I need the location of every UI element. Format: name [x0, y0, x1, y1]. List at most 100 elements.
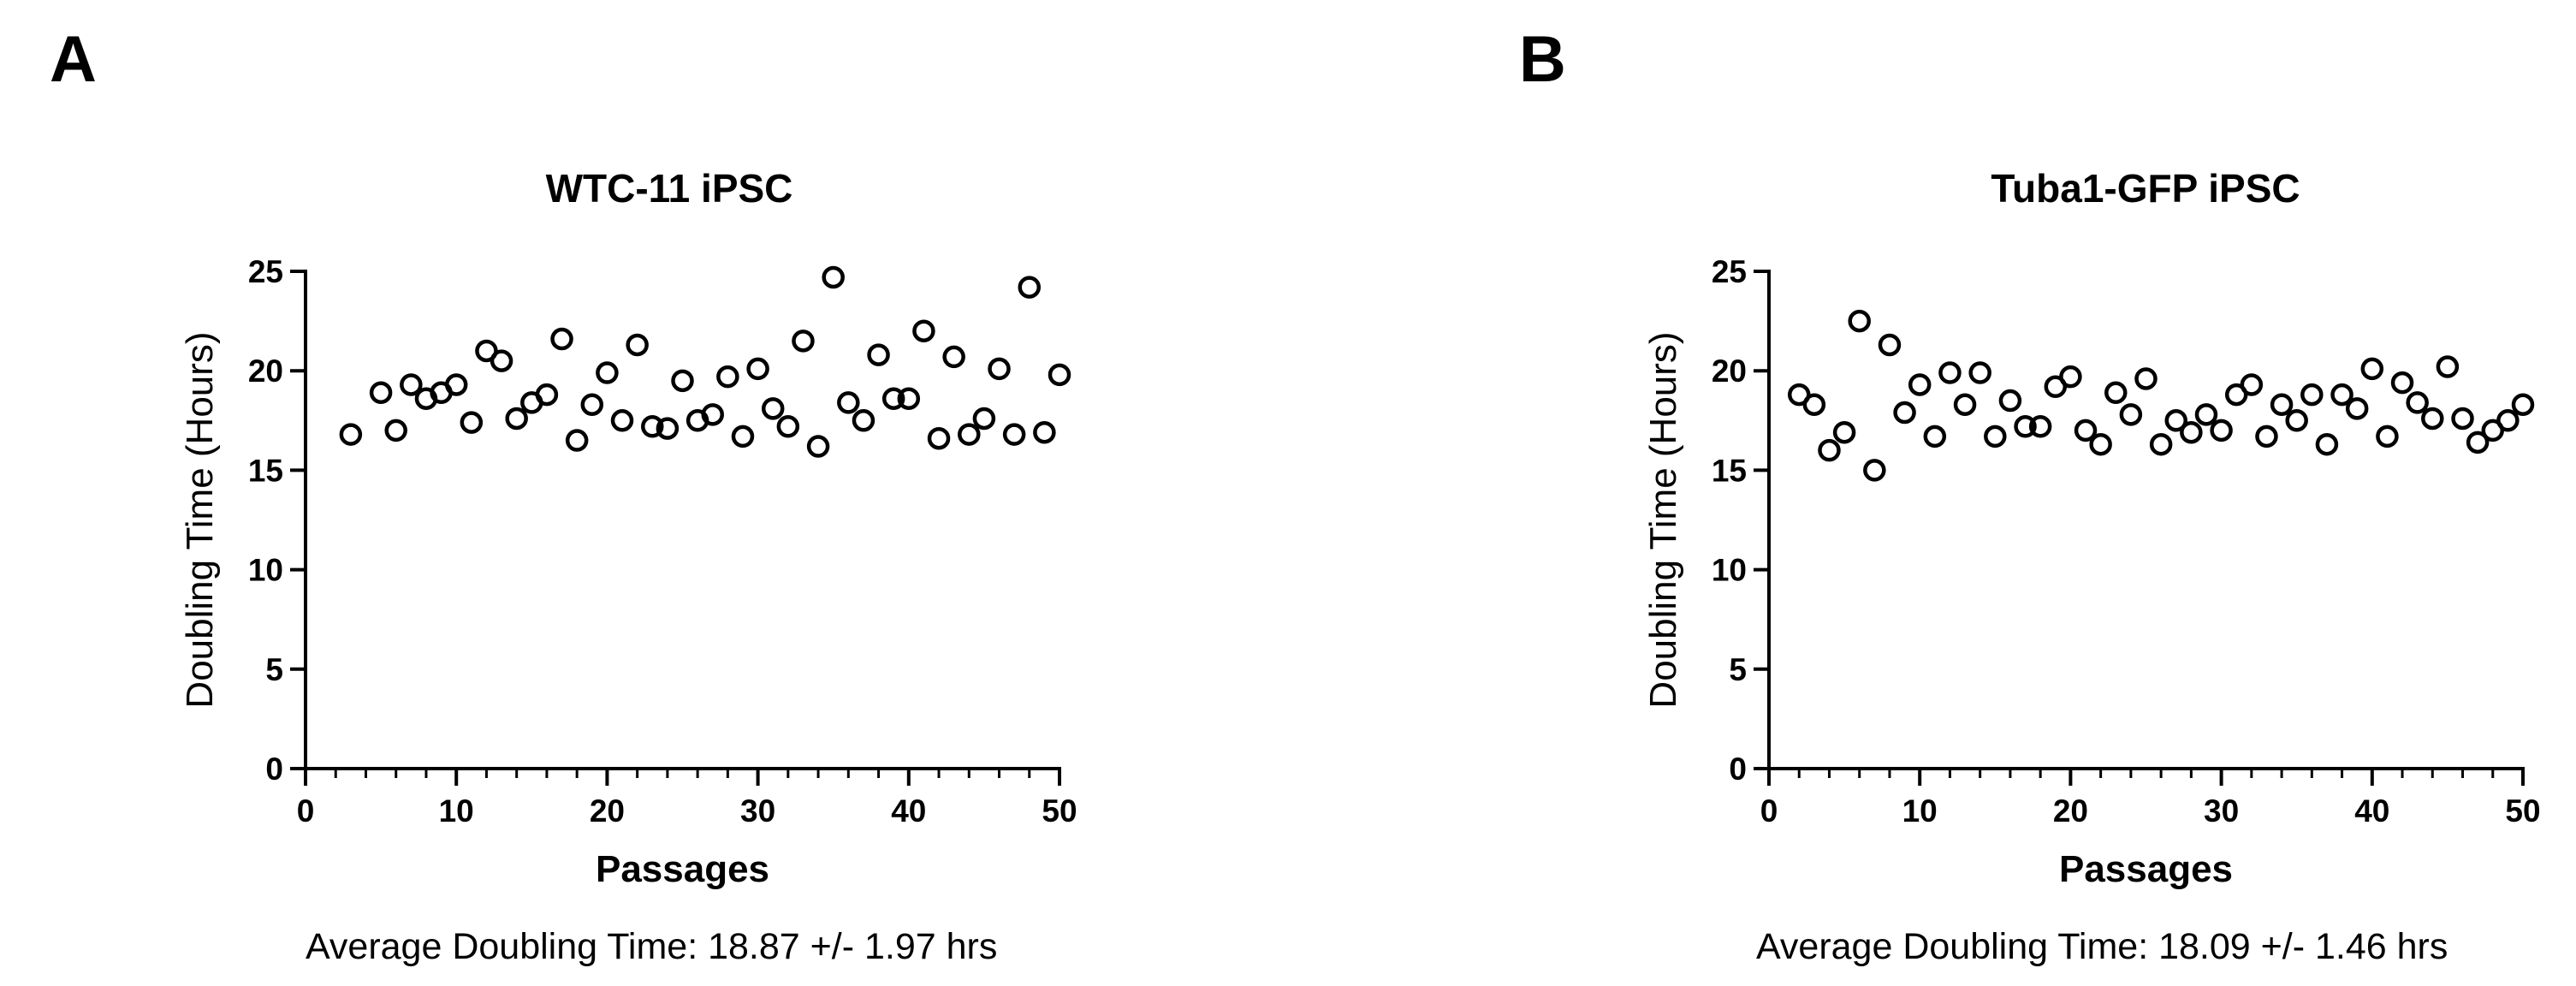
data-point [580, 393, 604, 416]
x-tick-label: 0 [297, 793, 315, 829]
data-point [1002, 423, 1026, 446]
x-tick-label: 30 [740, 793, 775, 829]
data-point [565, 429, 589, 452]
y-tick-label: 20 [1712, 353, 1747, 389]
data-point [867, 343, 890, 366]
y-tick-label: 5 [265, 652, 283, 687]
data-point [641, 415, 664, 438]
data-point [1818, 438, 1841, 462]
data-point [2059, 365, 2082, 389]
x-tick-label: 30 [2204, 793, 2239, 829]
data-point [2210, 419, 2233, 443]
data-point [1953, 393, 1977, 416]
data-point [490, 349, 513, 372]
data-point [2164, 409, 2187, 432]
data-point [822, 265, 845, 289]
data-point [1878, 333, 1902, 357]
data-point [626, 333, 649, 357]
data-point [2014, 415, 2037, 438]
data-point [731, 425, 755, 448]
chart-wtc11: WTC-11 iPSC 0 5 10 15 20 25 0 10 20 30 40 50 Passages… [179, 166, 1077, 890]
data-point [671, 369, 694, 393]
data-point [927, 426, 951, 450]
y-tick-label: 10 [248, 553, 283, 588]
data-point [1033, 420, 1056, 444]
y-tick-label: 0 [265, 751, 283, 787]
data-point [535, 383, 559, 407]
data-point [1908, 373, 1932, 396]
data-point [2360, 357, 2384, 381]
data-point [505, 407, 528, 431]
data-point [1832, 420, 1856, 444]
y-axis-title: Doubling Time (Hours) [179, 331, 221, 708]
data-point [958, 423, 981, 446]
data-point [2330, 383, 2353, 407]
y-tick-label: 25 [248, 254, 283, 289]
data-point [2044, 375, 2068, 399]
chart-title: WTC-11 iPSC [546, 166, 793, 211]
data-point [610, 409, 634, 432]
x-tick-label: 40 [2354, 793, 2389, 829]
data-point [2074, 419, 2098, 443]
x-axis-title: Passages [596, 848, 769, 890]
data-point [2406, 391, 2429, 414]
data-point [2300, 383, 2324, 407]
data-point [2376, 425, 2399, 448]
data-point [1018, 276, 1042, 299]
data-point [1998, 389, 2022, 413]
data-point [596, 361, 619, 384]
data-point [2451, 407, 2474, 431]
data-point [2496, 409, 2520, 432]
data-point [776, 415, 800, 438]
x-tick-label: 0 [1760, 793, 1778, 829]
data-point [837, 391, 860, 414]
data-point [1984, 425, 2007, 448]
x-tick-label: 20 [2053, 793, 2088, 829]
data-point [2255, 425, 2278, 448]
data-point [1787, 383, 1811, 407]
x-axis-title: Passages [2059, 848, 2233, 890]
data-point [369, 381, 393, 405]
y-tick-label: 15 [248, 453, 283, 488]
data-point [460, 411, 484, 434]
data-point [2240, 373, 2264, 396]
panel-label-b: B [1519, 23, 1566, 96]
y-tick-label: 5 [1729, 652, 1747, 687]
data-point [550, 327, 573, 351]
y-tick-label: 15 [1712, 453, 1747, 488]
y-tick-label: 10 [1712, 553, 1747, 588]
data-point [701, 403, 724, 426]
x-tick-label: 40 [891, 793, 926, 829]
data-point [2104, 381, 2128, 405]
data-point [2089, 432, 2112, 456]
data-point [656, 417, 680, 440]
chart-title: Tuba1-GFP iPSC [1991, 166, 2300, 211]
data-point [1048, 363, 1071, 387]
data-point [912, 319, 935, 342]
x-tick-label: 50 [2505, 793, 2540, 829]
data-point [2315, 432, 2339, 456]
average-doubling-note-a: Average Doubling Time: 18.87 +/- 1.97 hr… [306, 926, 998, 967]
data-point [2481, 419, 2505, 443]
data-point [384, 419, 407, 443]
x-tick-label: 50 [1042, 793, 1077, 829]
data-point [2134, 367, 2158, 390]
data-point [2390, 371, 2414, 395]
data-point [1938, 361, 1962, 384]
data-point [2224, 383, 2248, 407]
chart-tuba1-gfp: Tuba1-GFP iPSC 0 5 10 15 20 25 0 10 20 30 40 50 Passa… [1642, 166, 2541, 890]
data-point [942, 345, 965, 369]
data-point [988, 357, 1011, 381]
data-point [2421, 407, 2444, 431]
data-point [746, 357, 769, 381]
data-point [881, 387, 905, 410]
data-point [444, 373, 468, 396]
data-point [2194, 403, 2218, 426]
average-doubling-note-b: Average Doubling Time: 18.09 +/- 1.46 hr… [1756, 926, 2448, 967]
data-point [972, 407, 996, 431]
data-point [897, 387, 921, 410]
data-point [806, 435, 830, 458]
x-tick-label: 10 [1902, 793, 1938, 829]
data-point [1863, 459, 1886, 482]
